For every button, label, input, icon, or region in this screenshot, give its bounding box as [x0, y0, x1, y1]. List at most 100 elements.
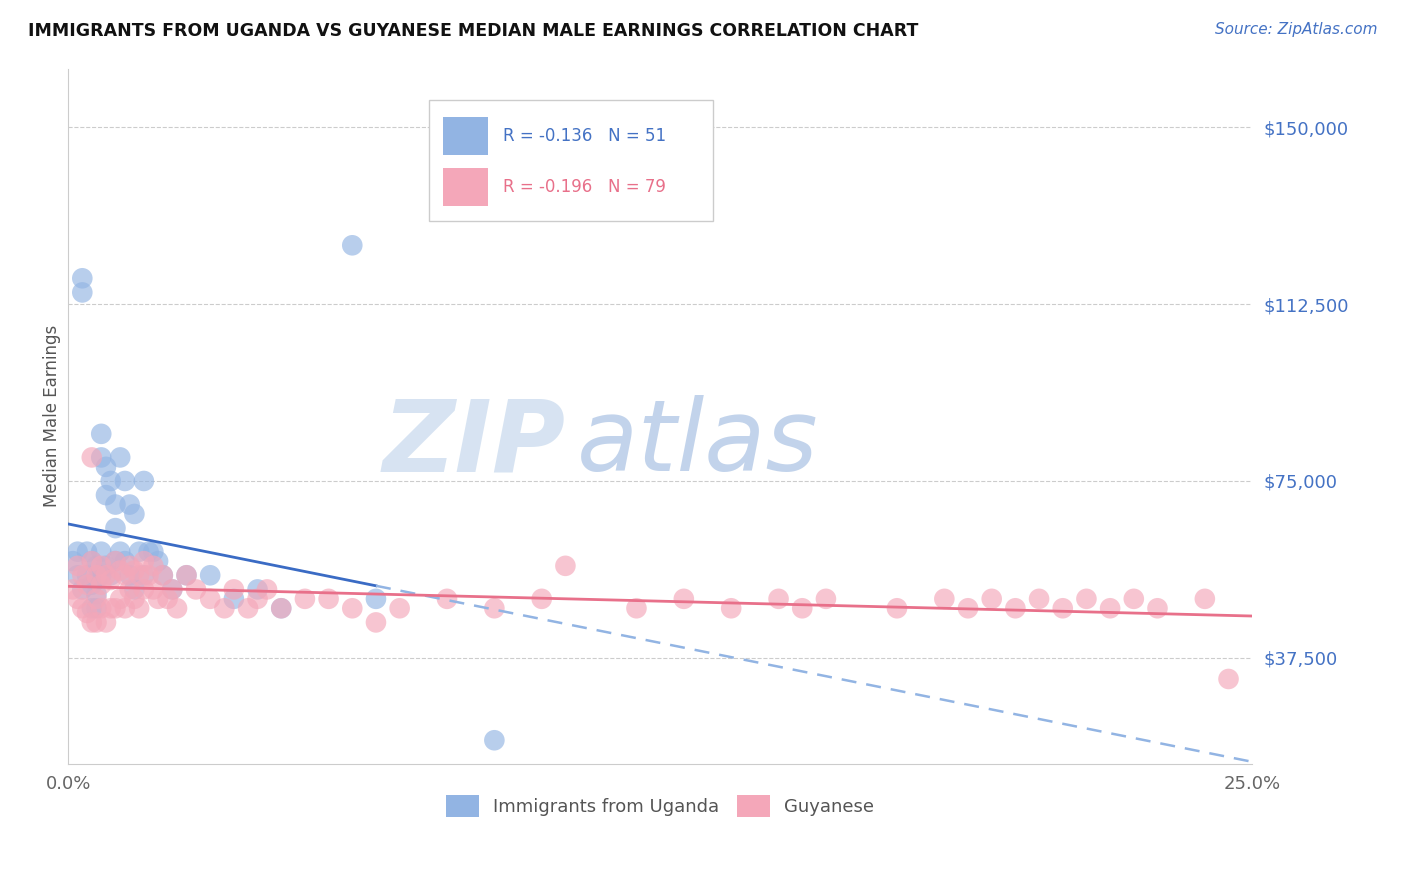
Text: atlas: atlas — [578, 395, 818, 492]
Point — [484, 733, 506, 747]
Point — [80, 450, 103, 465]
Point — [100, 601, 122, 615]
Point — [90, 544, 112, 558]
Point — [86, 573, 108, 587]
Point — [934, 591, 956, 606]
Text: R = -0.136   N = 51: R = -0.136 N = 51 — [503, 127, 666, 145]
Point — [132, 474, 155, 488]
Point — [176, 568, 198, 582]
Point — [94, 558, 117, 573]
Point — [162, 582, 184, 597]
Point — [142, 544, 165, 558]
Point — [246, 582, 269, 597]
Point — [62, 554, 84, 568]
Point — [86, 615, 108, 630]
Point — [364, 591, 387, 606]
Point — [114, 568, 136, 582]
Point — [156, 591, 179, 606]
Point — [1218, 672, 1240, 686]
Point — [138, 544, 160, 558]
Point — [114, 601, 136, 615]
Point — [246, 591, 269, 606]
Point — [118, 498, 141, 512]
Point — [146, 554, 169, 568]
Point — [436, 591, 458, 606]
Point — [214, 601, 236, 615]
Point — [72, 601, 94, 615]
Point — [1052, 601, 1074, 615]
Point — [128, 544, 150, 558]
Point — [132, 568, 155, 582]
Point — [72, 271, 94, 285]
Point — [142, 582, 165, 597]
Point — [76, 544, 98, 558]
Point — [90, 558, 112, 573]
Point — [484, 601, 506, 615]
Point — [94, 488, 117, 502]
FancyBboxPatch shape — [443, 168, 488, 206]
Point — [1004, 601, 1026, 615]
Point — [108, 564, 131, 578]
Point — [66, 544, 89, 558]
Point — [114, 474, 136, 488]
Legend: Immigrants from Uganda, Guyanese: Immigrants from Uganda, Guyanese — [439, 788, 882, 824]
Point — [80, 601, 103, 615]
Point — [104, 498, 127, 512]
Point — [94, 615, 117, 630]
Point — [342, 238, 364, 252]
Point — [138, 568, 160, 582]
Point — [90, 568, 112, 582]
Point — [124, 582, 146, 597]
Point — [128, 601, 150, 615]
Point — [124, 564, 146, 578]
Point — [236, 601, 259, 615]
Point — [176, 568, 198, 582]
Point — [62, 582, 84, 597]
Point — [90, 601, 112, 615]
Point — [768, 591, 790, 606]
Point — [222, 591, 245, 606]
Point — [294, 591, 316, 606]
Point — [66, 591, 89, 606]
Point — [90, 426, 112, 441]
Point — [104, 521, 127, 535]
Point — [132, 582, 155, 597]
Point — [184, 582, 207, 597]
FancyBboxPatch shape — [443, 117, 488, 155]
Point — [162, 582, 184, 597]
Point — [342, 601, 364, 615]
Point — [118, 568, 141, 582]
Point — [76, 568, 98, 582]
Text: IMMIGRANTS FROM UGANDA VS GUYANESE MEDIAN MALE EARNINGS CORRELATION CHART: IMMIGRANTS FROM UGANDA VS GUYANESE MEDIA… — [28, 22, 918, 40]
Point — [108, 591, 131, 606]
Point — [108, 450, 131, 465]
Point — [956, 601, 979, 615]
Point — [94, 459, 117, 474]
Text: R = -0.196   N = 79: R = -0.196 N = 79 — [503, 178, 665, 195]
Point — [1122, 591, 1144, 606]
Point — [66, 558, 89, 573]
Point — [86, 601, 108, 615]
Point — [100, 474, 122, 488]
Point — [198, 568, 221, 582]
Point — [792, 601, 814, 615]
Point — [1146, 601, 1168, 615]
Point — [222, 582, 245, 597]
Point — [124, 591, 146, 606]
Point — [1194, 591, 1216, 606]
Point — [104, 554, 127, 568]
Point — [80, 615, 103, 630]
Y-axis label: Median Male Earnings: Median Male Earnings — [44, 325, 60, 508]
Point — [270, 601, 292, 615]
Point — [76, 577, 98, 591]
Point — [364, 615, 387, 630]
Point — [554, 558, 576, 573]
Point — [100, 573, 122, 587]
Point — [166, 601, 188, 615]
Point — [1076, 591, 1098, 606]
Point — [94, 568, 117, 582]
Text: Source: ZipAtlas.com: Source: ZipAtlas.com — [1215, 22, 1378, 37]
Point — [72, 285, 94, 300]
Point — [270, 601, 292, 615]
Point — [318, 591, 340, 606]
